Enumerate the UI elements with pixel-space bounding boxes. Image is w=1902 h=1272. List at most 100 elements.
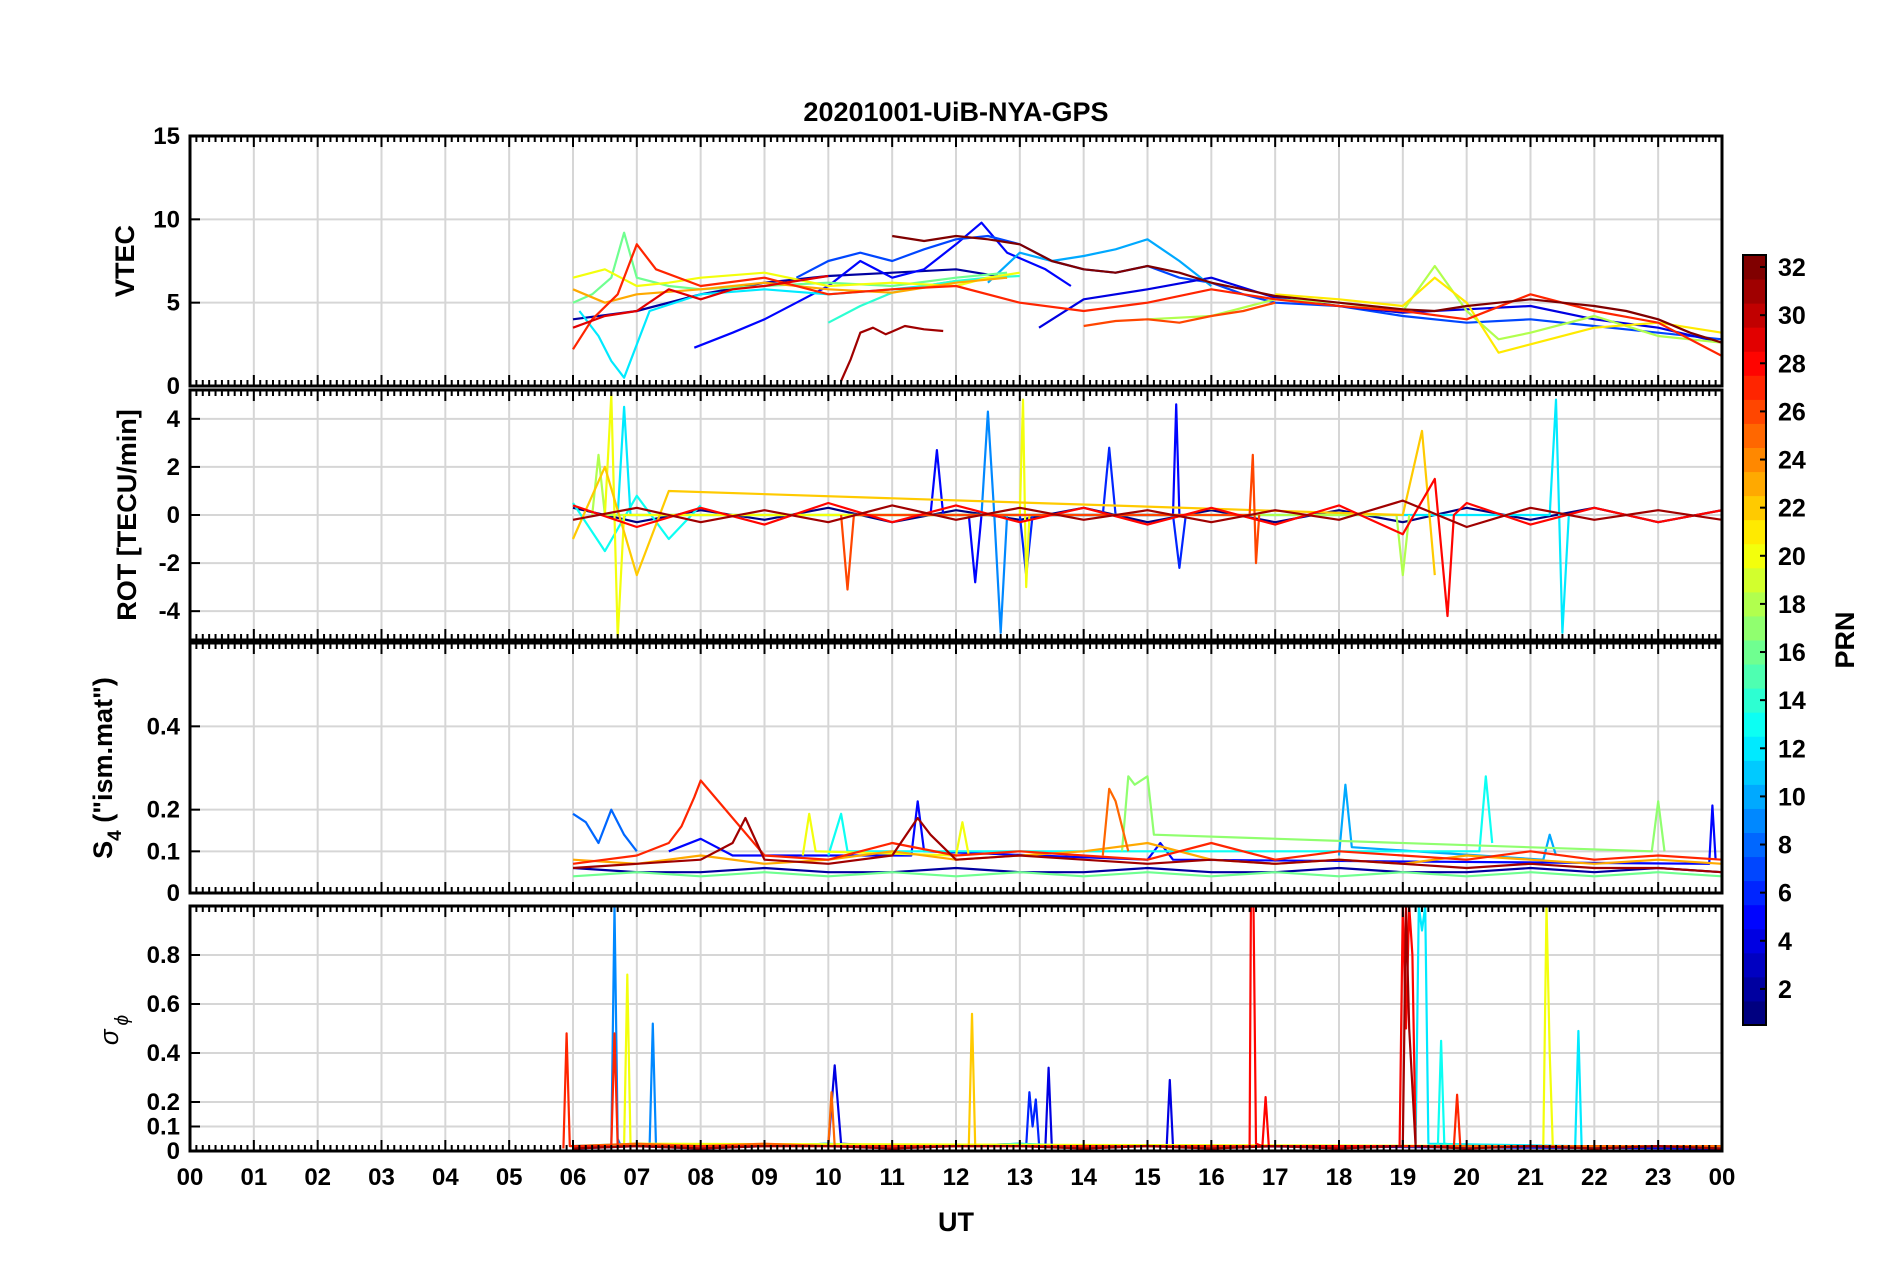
minor-ticks-s4 (189, 643, 1723, 893)
series-line-prn-2 (572, 866, 1722, 874)
colorbar-tick-label: 28 (1778, 350, 1806, 378)
y-tick-label: 0.6 (147, 991, 180, 1018)
colorbar-tick-label: 30 (1778, 302, 1806, 330)
colorbar-band (1743, 664, 1766, 689)
colorbar-band (1743, 736, 1766, 761)
series-line-prn-6 (1025, 1091, 1041, 1147)
x-tick-label: 16 (1198, 1164, 1225, 1191)
series-rot (571, 393, 1722, 639)
colorbar-band (1743, 904, 1766, 930)
series-line-prn-31 (572, 816, 1722, 874)
s4-label-sub: 4 (105, 830, 126, 841)
colorbar-band (1743, 832, 1766, 858)
series-line-prn-16 (572, 231, 1008, 304)
colorbar-bands (1743, 255, 1766, 1026)
series-line-prn-18 (1147, 264, 1722, 344)
colorbar-band (1743, 688, 1766, 713)
series-line-prn-13 (827, 775, 1494, 856)
series-line-prn-12 (616, 398, 1570, 634)
colorbar-band (1743, 471, 1766, 497)
series-line-prn-12 (1414, 906, 1583, 1148)
colorbar-band (1743, 591, 1766, 617)
colorbar-tick-label: 32 (1778, 254, 1806, 282)
x-axis-label: UT (938, 1207, 974, 1237)
x-tick-label: 14 (1070, 1164, 1097, 1191)
series-line-prn-21 (1275, 276, 1722, 354)
colorbar-band (1743, 808, 1766, 833)
series-vtec (572, 221, 1722, 382)
series-line-prn-25 (1101, 787, 1130, 856)
colorbar-band (1743, 567, 1766, 593)
series-line-prn-27 (562, 1032, 1462, 1149)
y-tick-label: 15 (153, 123, 180, 150)
y-tick-label: 0.1 (147, 1114, 180, 1141)
colorbar-band (1743, 327, 1766, 352)
colorbar-tick-label: 26 (1778, 398, 1806, 426)
colorbar-tick-label: 8 (1778, 832, 1792, 860)
minor-ticks-rot (189, 390, 1723, 640)
series-line-prn-20 (801, 812, 970, 857)
x-tick-label: 18 (1326, 1164, 1353, 1191)
colorbar-band (1743, 423, 1766, 448)
x-tick-label: 13 (1006, 1164, 1033, 1191)
y-tick-label: 0.1 (147, 838, 180, 865)
series-line-prn-10 (987, 238, 1212, 287)
y-tick-label: 0.8 (147, 942, 180, 969)
x-tick-label: 15 (1134, 1164, 1161, 1191)
colorbar-band (1743, 375, 1766, 400)
series-line-prn-20 (572, 268, 1020, 288)
y-ticks-s4: 0 0.1 0.2 0.4 (147, 713, 200, 907)
y-tick-label: 0.2 (147, 797, 180, 824)
x-tick-label: 19 (1389, 1164, 1416, 1191)
s4-label-main: S (88, 841, 118, 859)
sigma-label-main: σ (94, 1028, 124, 1045)
colorbar-tick-label: 22 (1778, 495, 1806, 523)
x-tick-label: 06 (560, 1164, 587, 1191)
colorbar-band (1743, 351, 1766, 376)
series-line-prn-20 (603, 393, 1031, 639)
s4-label-rest: ("ism.mat") (88, 677, 118, 830)
series-line-prn-22 (571, 429, 1436, 577)
x-tick-label: 17 (1262, 1164, 1289, 1191)
colorbar-tick-label: 14 (1778, 687, 1806, 715)
colorbar-label: PRN (1830, 611, 1860, 668)
y-tick-label: 0 (167, 880, 180, 907)
colorbar-band (1743, 880, 1766, 906)
minor-ticks-vtec (189, 136, 1723, 386)
series-line-prn-31 (840, 324, 944, 382)
x-tick-label: 09 (751, 1164, 778, 1191)
x-tick-label: 10 (815, 1164, 842, 1191)
y-ticks-sigma: 00.10.2 0.4 0.6 0.8 (147, 942, 200, 1165)
x-tick-label: 21 (1517, 1164, 1544, 1191)
series-line-prn-31 (572, 499, 1722, 529)
colorbar-band (1743, 255, 1766, 280)
x-tick-label: 23 (1645, 1164, 1672, 1191)
colorbar-band (1743, 447, 1766, 473)
colorbar-band (1743, 856, 1766, 882)
colorbar-tick-label: 24 (1778, 447, 1806, 475)
series-line-prn-5 (929, 403, 1181, 584)
colorbar-band (1743, 495, 1766, 521)
x-tick-label: 05 (496, 1164, 523, 1191)
y-tick-label: 10 (153, 206, 180, 233)
series-line-prn-29 (572, 274, 829, 329)
x-tick-label: 00 (1709, 1164, 1736, 1191)
x-tick-labels: 00 01 02 03 04 05 06 07 08 09 10 11 12 13 14 15 16 17 18 19… (177, 1164, 1736, 1191)
figure-title: 20201001-UiB-NYA-GPS (803, 97, 1108, 127)
colorbar-tick-label: 6 (1778, 880, 1792, 908)
series-line-prn-23 (572, 841, 1722, 865)
y-tick-label: 5 (167, 290, 180, 317)
x-tick-label: 00 (177, 1164, 204, 1191)
series-line-prn-22 (967, 1012, 977, 1147)
series-line-prn-13 (572, 494, 702, 553)
y-tick-label: 0 (167, 373, 180, 400)
x-tick-label: 12 (943, 1164, 970, 1191)
x-tick-label: 11 (879, 1164, 904, 1191)
colorbar-band (1743, 928, 1766, 954)
colorbar-band (1743, 976, 1766, 1002)
series-line-prn-16 (572, 871, 1722, 878)
y-tick-label: 0.2 (147, 1089, 180, 1116)
colorbar-tick-label: 10 (1778, 783, 1806, 811)
y-axis-label-rot: ROT [TECU/min] (112, 409, 142, 620)
